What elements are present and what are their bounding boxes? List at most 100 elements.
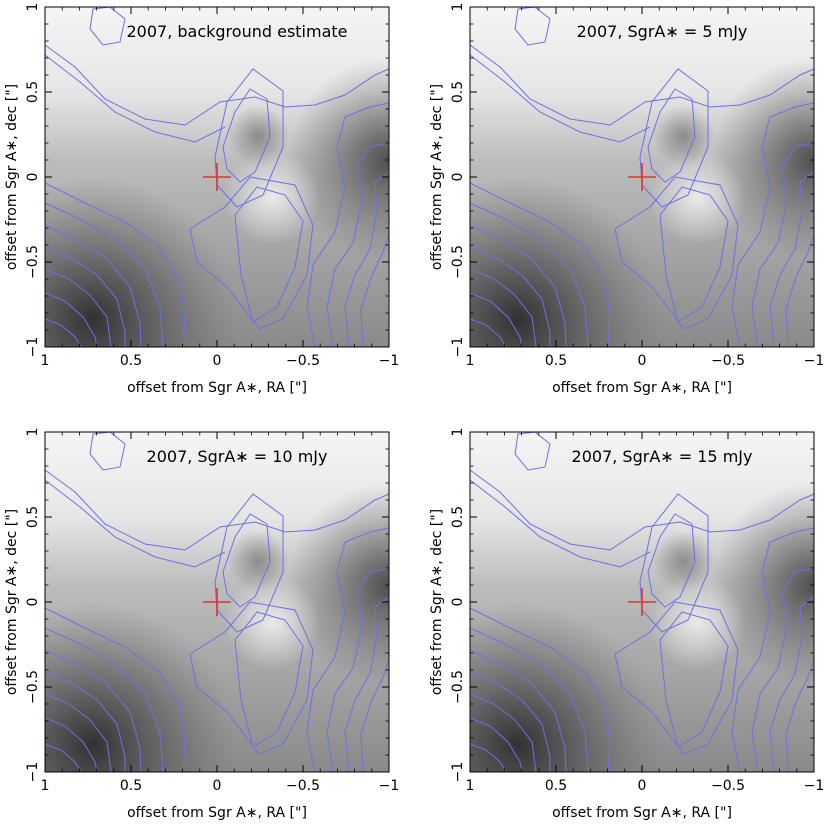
- plot-area: 1 0.5 0 −0.5 −1 −1 −0.5 0 0.5 1 2007, SgrA∗ = 5 mJ…: [450, 3, 824, 369]
- contour-line: [469, 717, 523, 773]
- contour-line: [469, 44, 815, 126]
- contour-line: [469, 292, 523, 348]
- panel-title: 2007, SgrA∗ = 10 mJy: [147, 447, 328, 466]
- contour-line: [469, 671, 551, 772]
- contour-line: [234, 611, 304, 748]
- contour-line: [222, 513, 271, 608]
- contour-line: [44, 202, 164, 348]
- contour-line: [44, 44, 390, 126]
- y-tick-label: −1: [450, 762, 466, 783]
- contour-line: [344, 596, 390, 773]
- x-tick-label: −0.5: [711, 778, 745, 794]
- contour-line: [44, 224, 142, 348]
- contour-line: [469, 202, 589, 348]
- contour-line: [469, 693, 537, 773]
- chart-panel-3: 1 0.5 0 −0.5 −1 −1 −0.5 0 0.5 1 2007, SgrA∗ = 10 m…: [0, 425, 415, 839]
- x-axis-label: offset from Sgr A∗, RA ["]: [552, 805, 732, 821]
- contour-line: [344, 171, 390, 348]
- chart-panel-1: 1 0.5 0 −0.5 −1 −1 −0.5 0 0.5 1 2007, background e…: [0, 0, 415, 414]
- contour-line: [44, 479, 226, 568]
- y-tick-label: −0.5: [450, 670, 466, 704]
- x-tick-label: 0.5: [120, 353, 142, 369]
- contour-line: [44, 268, 112, 348]
- x-tick-label: 1: [41, 353, 50, 369]
- panel-4-svg: 1 0.5 0 −0.5 −1 −1 −0.5 0 0.5 1 2007, SgrA∗ = 15 m…: [429, 428, 824, 821]
- y-tick-label: 0: [25, 173, 41, 182]
- y-axis-label: offset from Sgr A∗, dec ["]: [429, 509, 445, 695]
- x-tick-label: 0: [213, 778, 222, 794]
- contour-line: [731, 102, 815, 348]
- contour-line: [214, 493, 284, 633]
- y-tick-label: 1: [25, 3, 41, 12]
- x-tick-label: −0.5: [286, 353, 320, 369]
- contour-line: [44, 246, 126, 347]
- contour-line: [469, 224, 567, 348]
- y-axis-label: offset from Sgr A∗, dec ["]: [429, 84, 445, 270]
- contour-line: [659, 611, 729, 748]
- contour-line: [360, 234, 390, 348]
- sgra-marker: [628, 163, 656, 191]
- chart-panel-4: 1 0.5 0 −0.5 −1 −1 −0.5 0 0.5 1 2007, SgrA∗ = 15 m…: [425, 425, 830, 839]
- contour-line: [469, 54, 651, 143]
- y-tick-label: 0: [25, 598, 41, 607]
- contour-line: [769, 171, 815, 348]
- y-tick-label: 1: [25, 428, 41, 437]
- x-axis-label: offset from Sgr A∗, RA ["]: [552, 380, 732, 396]
- x-tick-label: 0: [638, 353, 647, 369]
- contour-line: [769, 596, 815, 773]
- panel-title: 2007, SgrA∗ = 15 mJy: [572, 447, 753, 466]
- x-tick-label: −0.5: [286, 778, 320, 794]
- contour-line: [469, 318, 507, 348]
- contour-line: [647, 513, 696, 608]
- contour-line: [44, 649, 142, 773]
- contour-line: [469, 743, 507, 773]
- y-tick-label: −1: [25, 337, 41, 358]
- contour-line: [469, 607, 611, 773]
- y-tick-label: −0.5: [25, 670, 41, 704]
- y-axis-label: offset from Sgr A∗, dec ["]: [4, 509, 20, 695]
- contour-line: [234, 186, 304, 323]
- contour-line: [44, 54, 226, 143]
- contour-line: [785, 659, 815, 773]
- y-axis-label: offset from Sgr A∗, dec ["]: [4, 84, 20, 270]
- sgra-marker: [203, 588, 231, 616]
- panel-1-svg: 1 0.5 0 −0.5 −1 −1 −0.5 0 0.5 1 2007, background e…: [4, 3, 399, 396]
- contour-line: [44, 607, 186, 773]
- contour-line: [647, 88, 696, 183]
- y-tick-label: −1: [450, 337, 466, 358]
- contour-line: [326, 567, 390, 773]
- panel-title: 2007, background estimate: [126, 22, 347, 41]
- sgra-marker: [628, 588, 656, 616]
- x-tick-label: 1: [466, 778, 475, 794]
- y-tick-label: 0.5: [450, 81, 466, 103]
- sgra-marker: [203, 163, 231, 191]
- contour-line: [44, 693, 112, 773]
- x-axis-label: offset from Sgr A∗, RA ["]: [127, 805, 307, 821]
- y-tick-label: 0.5: [450, 506, 466, 528]
- contour-line: [44, 318, 82, 348]
- contour-line: [44, 182, 186, 348]
- y-tick-label: 0: [450, 598, 466, 607]
- contour-line: [469, 469, 815, 551]
- contour-line: [751, 142, 815, 348]
- contour-line: [360, 659, 390, 773]
- x-tick-label: 1: [41, 778, 50, 794]
- y-tick-label: 0: [450, 173, 466, 182]
- contour-line: [44, 743, 82, 773]
- plot-area: 1 0.5 0 −0.5 −1 −1 −0.5 0 0.5 1 2007, SgrA∗ = 10 m…: [25, 428, 399, 794]
- plot-area: 1 0.5 0 −0.5 −1 −1 −0.5 0 0.5 1 2007, background e…: [25, 3, 399, 369]
- contour-line: [469, 627, 589, 773]
- contour-line: [469, 268, 537, 348]
- x-tick-label: −1: [804, 353, 825, 369]
- contour-line: [751, 567, 815, 773]
- contour-line: [639, 493, 709, 633]
- contour-line: [44, 717, 98, 773]
- x-tick-label: 0.5: [545, 778, 567, 794]
- plot-area: 1 0.5 0 −0.5 −1 −1 −0.5 0 0.5 1 2007, SgrA∗ = 15 m…: [450, 428, 824, 794]
- x-tick-label: −1: [379, 778, 400, 794]
- contour-line: [469, 479, 651, 568]
- contour-line: [44, 292, 98, 348]
- contour-line: [639, 68, 709, 208]
- x-tick-label: 0.5: [545, 353, 567, 369]
- x-tick-label: 0: [213, 353, 222, 369]
